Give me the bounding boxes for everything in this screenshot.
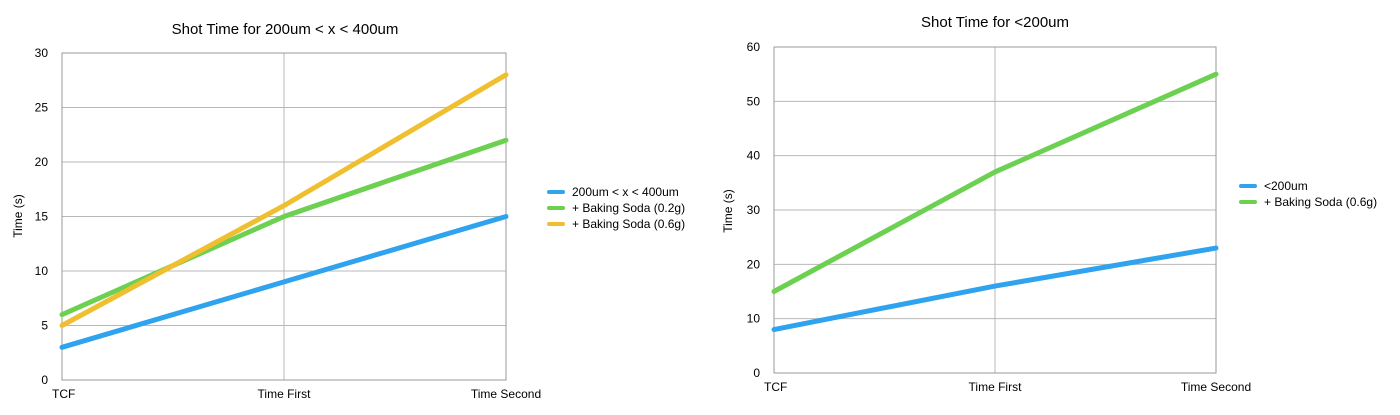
chart-2-legend-label: + Baking Soda (0.6g) bbox=[1264, 195, 1377, 209]
chart-2-x-tick: Time Second bbox=[1181, 380, 1251, 394]
chart-2-title: Shot Time for <200um bbox=[921, 14, 1069, 31]
chart-1-y-tick: 20 bbox=[35, 155, 49, 169]
series-line-3 bbox=[59, 72, 509, 328]
chart-1-y-tick: 10 bbox=[35, 264, 49, 278]
chart-1-x-tick: TCF bbox=[52, 387, 75, 401]
chart-2-y-tick: 40 bbox=[747, 149, 761, 163]
chart-2-legend-item: <200um bbox=[1239, 179, 1308, 193]
chart-2-x-tick: Time First bbox=[969, 380, 1023, 394]
chart-1-y-tick: 5 bbox=[41, 319, 48, 333]
chart-2-x-tick: TCF bbox=[764, 380, 787, 394]
plot-area-frame bbox=[773, 46, 1217, 374]
chart-2-y-axis-label: Time (s) bbox=[721, 189, 735, 233]
chart-1-x-tick: Time Second bbox=[471, 387, 541, 401]
series-line-2 bbox=[59, 137, 509, 318]
chart-1-legend-label: 200um < x < 400um bbox=[572, 185, 679, 199]
chart-2-y-tick: 30 bbox=[747, 203, 761, 217]
chart-1-legend-item: + Baking Soda (0.6g) bbox=[547, 217, 685, 231]
chart-2-series-lines bbox=[771, 71, 1219, 333]
chart-1-legend-item: 200um < x < 400um bbox=[547, 185, 679, 199]
chart-1-y-ticks: 0 5 10 15 20 25 30 bbox=[35, 46, 49, 387]
series-line-2 bbox=[771, 71, 1219, 294]
chart-1-series-lines bbox=[59, 72, 509, 350]
chart-2-y-ticks: 0 10 20 30 40 50 60 bbox=[747, 40, 761, 380]
chart-1-legend-label: + Baking Soda (0.2g) bbox=[572, 201, 685, 215]
chart-2-y-tick: 20 bbox=[747, 257, 761, 271]
chart-1-legend-label: + Baking Soda (0.6g) bbox=[572, 217, 685, 231]
chart-2-x-ticks: TCF Time First Time Second bbox=[764, 380, 1251, 394]
chart-1-title: Shot Time for 200um < x < 400um bbox=[172, 21, 399, 38]
chart-2-legend-item: + Baking Soda (0.6g) bbox=[1239, 195, 1377, 209]
chart-2-legend-label: <200um bbox=[1264, 179, 1308, 193]
chart-1-legend: 200um < x < 400um + Baking Soda (0.2g) +… bbox=[547, 185, 685, 231]
chart-2-y-tick: 0 bbox=[753, 366, 760, 380]
chart-2-gridlines bbox=[773, 46, 1217, 374]
chart-1-y-axis-label: Time (s) bbox=[11, 194, 25, 238]
chart-1-y-tick: 0 bbox=[41, 373, 48, 387]
chart-1-x-ticks: TCF Time First Time Second bbox=[52, 387, 541, 401]
chart-1-y-tick: 25 bbox=[35, 101, 49, 115]
chart-2-legend: <200um + Baking Soda (0.6g) bbox=[1239, 179, 1377, 209]
chart-1-legend-item: + Baking Soda (0.2g) bbox=[547, 201, 685, 215]
chart-2-y-tick: 60 bbox=[747, 40, 761, 54]
series-line-1 bbox=[59, 214, 509, 350]
chart-2-y-tick: 10 bbox=[747, 312, 761, 326]
series-line-1 bbox=[771, 245, 1219, 333]
chart-1-x-tick: Time First bbox=[258, 387, 312, 401]
chart-2: Shot Time for <200um Time (s) 0 10 20 30… bbox=[721, 14, 1377, 394]
chart-1-y-tick: 15 bbox=[35, 210, 49, 224]
chart-1: Shot Time for 200um < x < 400um Time (s)… bbox=[11, 21, 685, 401]
chart-2-y-tick: 50 bbox=[747, 94, 761, 108]
chart-1-y-tick: 30 bbox=[35, 46, 49, 60]
